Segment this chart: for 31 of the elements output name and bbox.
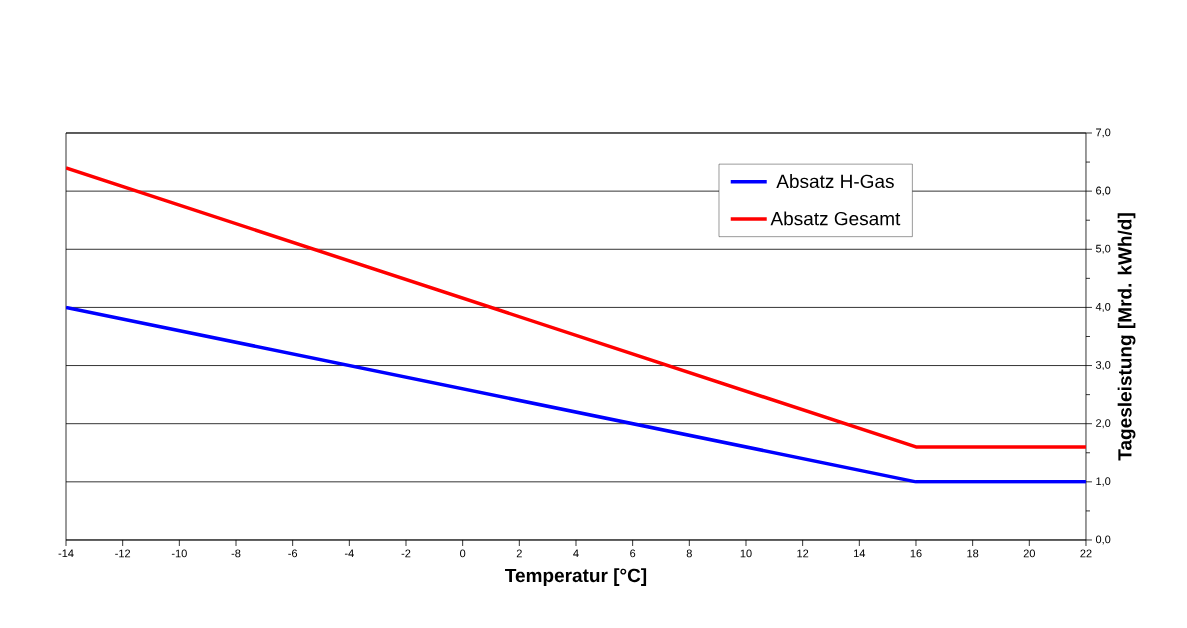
x-tick-label: 10 <box>740 549 752 558</box>
x-tick-label: -14 <box>58 549 74 558</box>
x-tick-label: -6 <box>288 549 298 558</box>
y-tick-label: 4,0 <box>1095 302 1111 312</box>
x-tick-label: -12 <box>115 549 131 558</box>
legend-label: Absatz Gesamt <box>770 211 901 226</box>
x-tick-label: 22 <box>1080 549 1092 558</box>
legend-label: Absatz H-Gas <box>776 174 894 189</box>
y-tick-label: 5,0 <box>1095 244 1111 254</box>
x-tick-label: 2 <box>516 549 522 558</box>
x-tick-label: -8 <box>231 549 241 558</box>
x-tick-label: 20 <box>1023 549 1035 558</box>
y-tick-label: 7,0 <box>1096 128 1111 138</box>
y-tick-label: 0,0 <box>1095 535 1111 545</box>
y-tick-label: 3,0 <box>1095 361 1111 371</box>
x-tick-label: 8 <box>686 549 692 558</box>
x-tick-label: 18 <box>967 549 979 558</box>
x-tick-label: 16 <box>910 549 922 558</box>
y-axis-title: Tagesleistung [Mrd. kWh/d] <box>1117 213 1136 461</box>
y-tick-label: 1,0 <box>1096 477 1111 487</box>
x-tick-label: -2 <box>401 549 411 558</box>
x-tick-label: 0 <box>460 549 466 558</box>
y-tick-label: 6,0 <box>1096 186 1111 196</box>
y-tick-label: 2,0 <box>1096 419 1111 429</box>
x-tick-label: 14 <box>854 549 866 558</box>
x-tick-label: 6 <box>630 549 636 558</box>
x-tick-label: -4 <box>344 549 354 558</box>
x-tick-label: -10 <box>171 549 187 558</box>
x-axis-title: Temperatur [°C] <box>505 568 647 586</box>
x-tick-label: 12 <box>797 549 809 558</box>
x-tick-label: 4 <box>573 549 579 558</box>
